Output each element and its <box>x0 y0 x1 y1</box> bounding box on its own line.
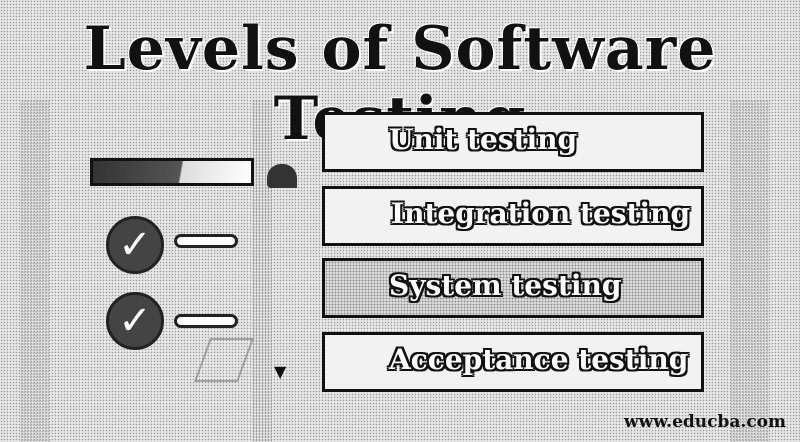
level-label: Integration testing <box>391 197 691 230</box>
checklist-line <box>174 234 238 248</box>
background-stripe <box>20 100 50 442</box>
checklist-illustration: ✓ ✓ ▼ <box>70 130 297 430</box>
level-label: Acceptance testing <box>389 343 689 376</box>
checklist-line <box>174 314 238 328</box>
background-stripe <box>730 100 770 442</box>
level-integration-testing: Integration testing <box>322 186 704 246</box>
level-label: Unit testing <box>389 123 578 156</box>
level-system-testing: System testing <box>322 258 704 318</box>
pencil-icon <box>193 338 255 382</box>
check-circle-icon: ✓ <box>106 216 164 274</box>
chat-bubble-icon <box>267 164 297 188</box>
site-url: www.educba.com <box>623 412 786 432</box>
check-circle-icon: ✓ <box>106 292 164 350</box>
level-unit-testing: Unit testing <box>322 112 704 172</box>
arrow-down-icon: ▼ <box>274 362 287 381</box>
level-acceptance-testing: Acceptance testing <box>322 332 704 392</box>
level-label: System testing <box>389 269 622 302</box>
progress-bar-graphic <box>90 158 254 186</box>
